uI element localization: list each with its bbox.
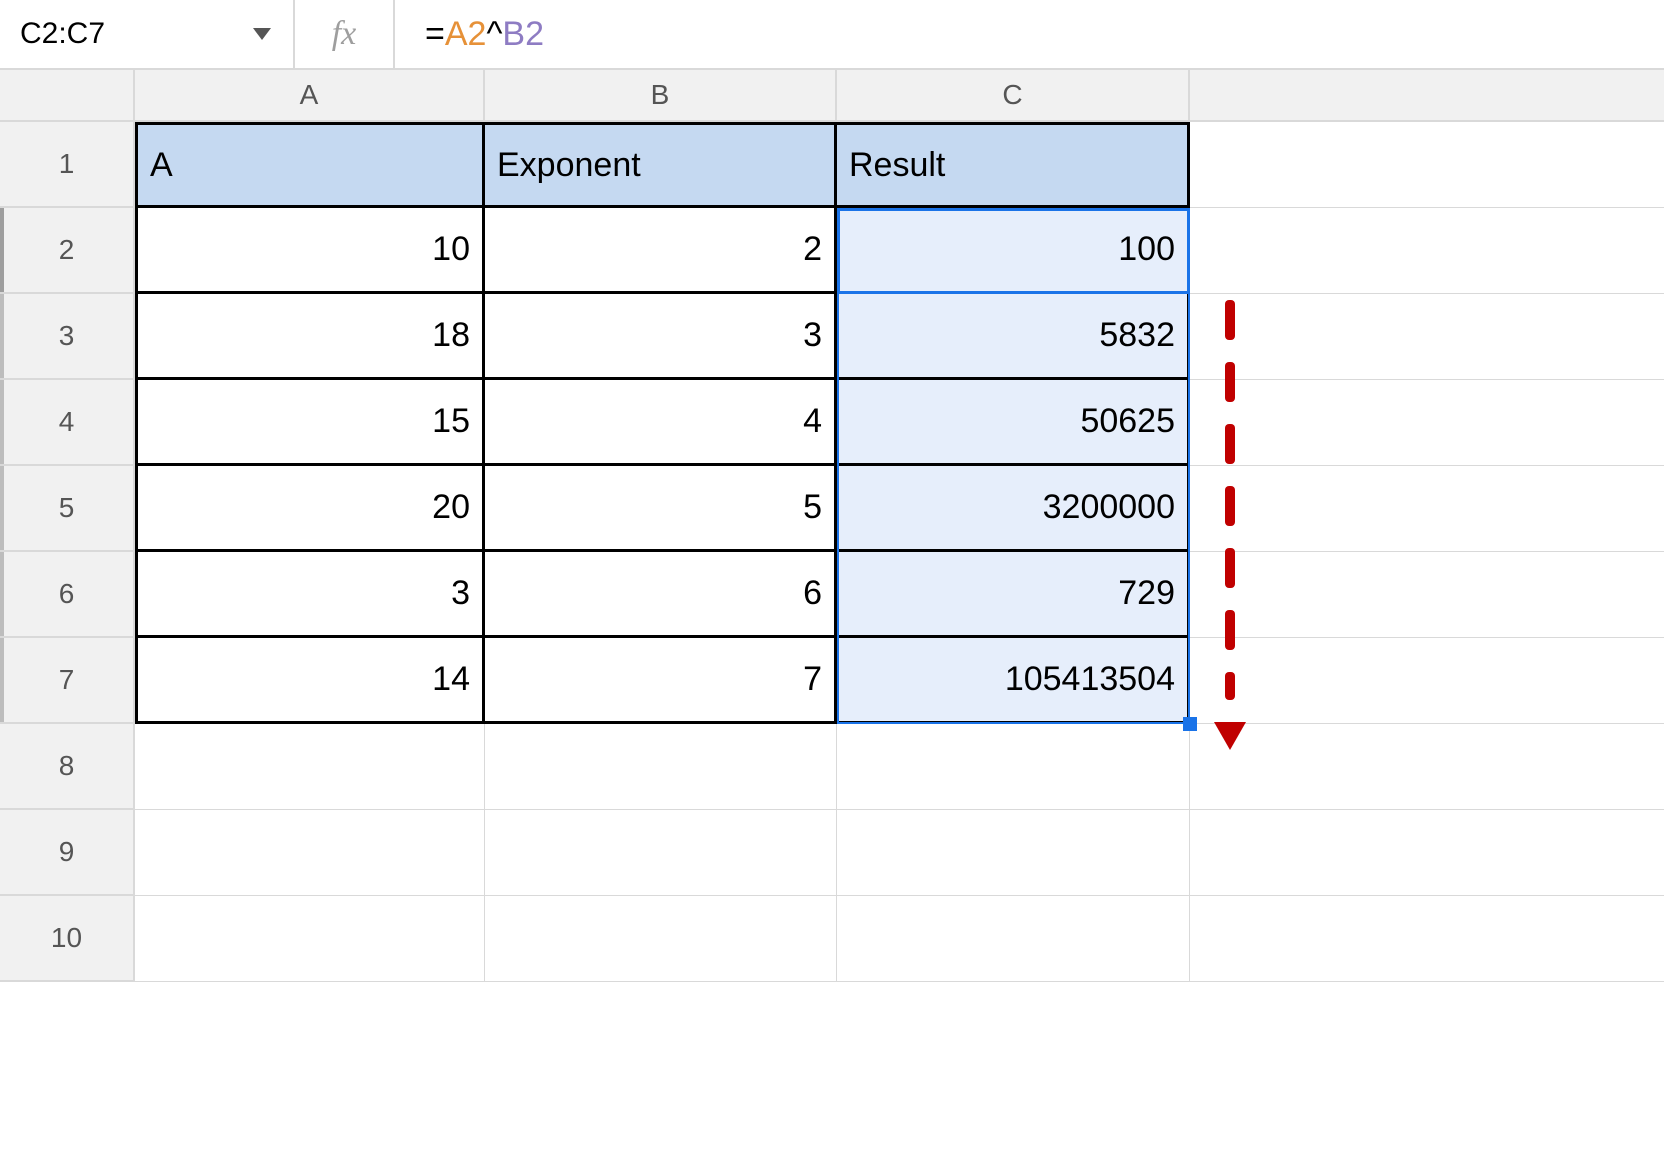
fill-handle[interactable] <box>1183 717 1197 731</box>
cell-c9[interactable] <box>837 810 1190 896</box>
cell-a4[interactable]: 15 <box>135 380 485 466</box>
cell-a1[interactable]: A <box>135 122 485 208</box>
row-header-3[interactable]: 3 <box>0 294 135 380</box>
cell-b6[interactable]: 6 <box>485 552 837 638</box>
col-header-c[interactable]: C <box>837 70 1190 122</box>
formula-ref-b: B2 <box>502 15 544 53</box>
col-header-extra[interactable] <box>1190 70 1664 122</box>
cell-c1[interactable]: Result <box>837 122 1190 208</box>
row-header-1[interactable]: 1 <box>0 122 135 208</box>
cell-d3[interactable] <box>1190 294 1664 380</box>
select-all-corner[interactable] <box>0 70 135 122</box>
row-header-2[interactable]: 2 <box>0 208 135 294</box>
cell-c10[interactable] <box>837 896 1190 982</box>
cell-b1[interactable]: Exponent <box>485 122 837 208</box>
sheet-grid[interactable]: A B C 1 A Exponent Result 2 10 2 100 3 1… <box>0 70 1664 982</box>
cell-b3[interactable]: 3 <box>485 294 837 380</box>
cell-b7[interactable]: 7 <box>485 638 837 724</box>
drag-down-annotation <box>1225 300 1235 750</box>
formula-ref-a: A2 <box>445 15 487 53</box>
cell-d1[interactable] <box>1190 122 1664 208</box>
name-box[interactable]: C2:C7 <box>0 0 230 68</box>
cell-c8[interactable] <box>837 724 1190 810</box>
cell-b5[interactable]: 5 <box>485 466 837 552</box>
name-box-dropdown[interactable] <box>230 0 295 68</box>
cell-a2[interactable]: 10 <box>135 208 485 294</box>
formula-bar: C2:C7 fx =A2^B2 <box>0 0 1664 70</box>
row-header-10[interactable]: 10 <box>0 896 135 982</box>
cell-b2[interactable]: 2 <box>485 208 837 294</box>
row-header-5[interactable]: 5 <box>0 466 135 552</box>
fx-icon[interactable]: fx <box>295 0 395 68</box>
cell-d10[interactable] <box>1190 896 1664 982</box>
cell-c5[interactable]: 3200000 <box>837 466 1190 552</box>
cell-d9[interactable] <box>1190 810 1664 896</box>
cell-d7[interactable] <box>1190 638 1664 724</box>
row-header-6[interactable]: 6 <box>0 552 135 638</box>
col-header-b[interactable]: B <box>485 70 837 122</box>
formula-operator: ^ <box>486 15 502 53</box>
row-header-8[interactable]: 8 <box>0 724 135 810</box>
cell-a3[interactable]: 18 <box>135 294 485 380</box>
formula-input[interactable]: =A2^B2 <box>395 15 544 54</box>
cell-c7[interactable]: 105413504 <box>837 638 1190 724</box>
cell-a6[interactable]: 3 <box>135 552 485 638</box>
row-header-4[interactable]: 4 <box>0 380 135 466</box>
row-header-9[interactable]: 9 <box>0 810 135 896</box>
cell-a7[interactable]: 14 <box>135 638 485 724</box>
cell-b8[interactable] <box>485 724 837 810</box>
name-box-value: C2:C7 <box>20 17 105 51</box>
row-header-7[interactable]: 7 <box>0 638 135 724</box>
spreadsheet-window: C2:C7 fx =A2^B2 A B C 1 A Exponent Resul… <box>0 0 1664 1159</box>
col-header-a[interactable]: A <box>135 70 485 122</box>
chevron-down-icon <box>253 28 271 40</box>
cell-b9[interactable] <box>485 810 837 896</box>
cell-a9[interactable] <box>135 810 485 896</box>
cell-a5[interactable]: 20 <box>135 466 485 552</box>
cell-d5[interactable] <box>1190 466 1664 552</box>
cell-b10[interactable] <box>485 896 837 982</box>
cell-d6[interactable] <box>1190 552 1664 638</box>
arrow-down-icon <box>1214 722 1246 750</box>
cell-d2[interactable] <box>1190 208 1664 294</box>
cell-a8[interactable] <box>135 724 485 810</box>
cell-d4[interactable] <box>1190 380 1664 466</box>
cell-c6[interactable]: 729 <box>837 552 1190 638</box>
cell-c2[interactable]: 100 <box>837 208 1190 294</box>
cell-c4[interactable]: 50625 <box>837 380 1190 466</box>
cell-d8[interactable] <box>1190 724 1664 810</box>
cell-c3[interactable]: 5832 <box>837 294 1190 380</box>
cell-b4[interactable]: 4 <box>485 380 837 466</box>
cell-a10[interactable] <box>135 896 485 982</box>
formula-eq: = <box>425 15 445 53</box>
